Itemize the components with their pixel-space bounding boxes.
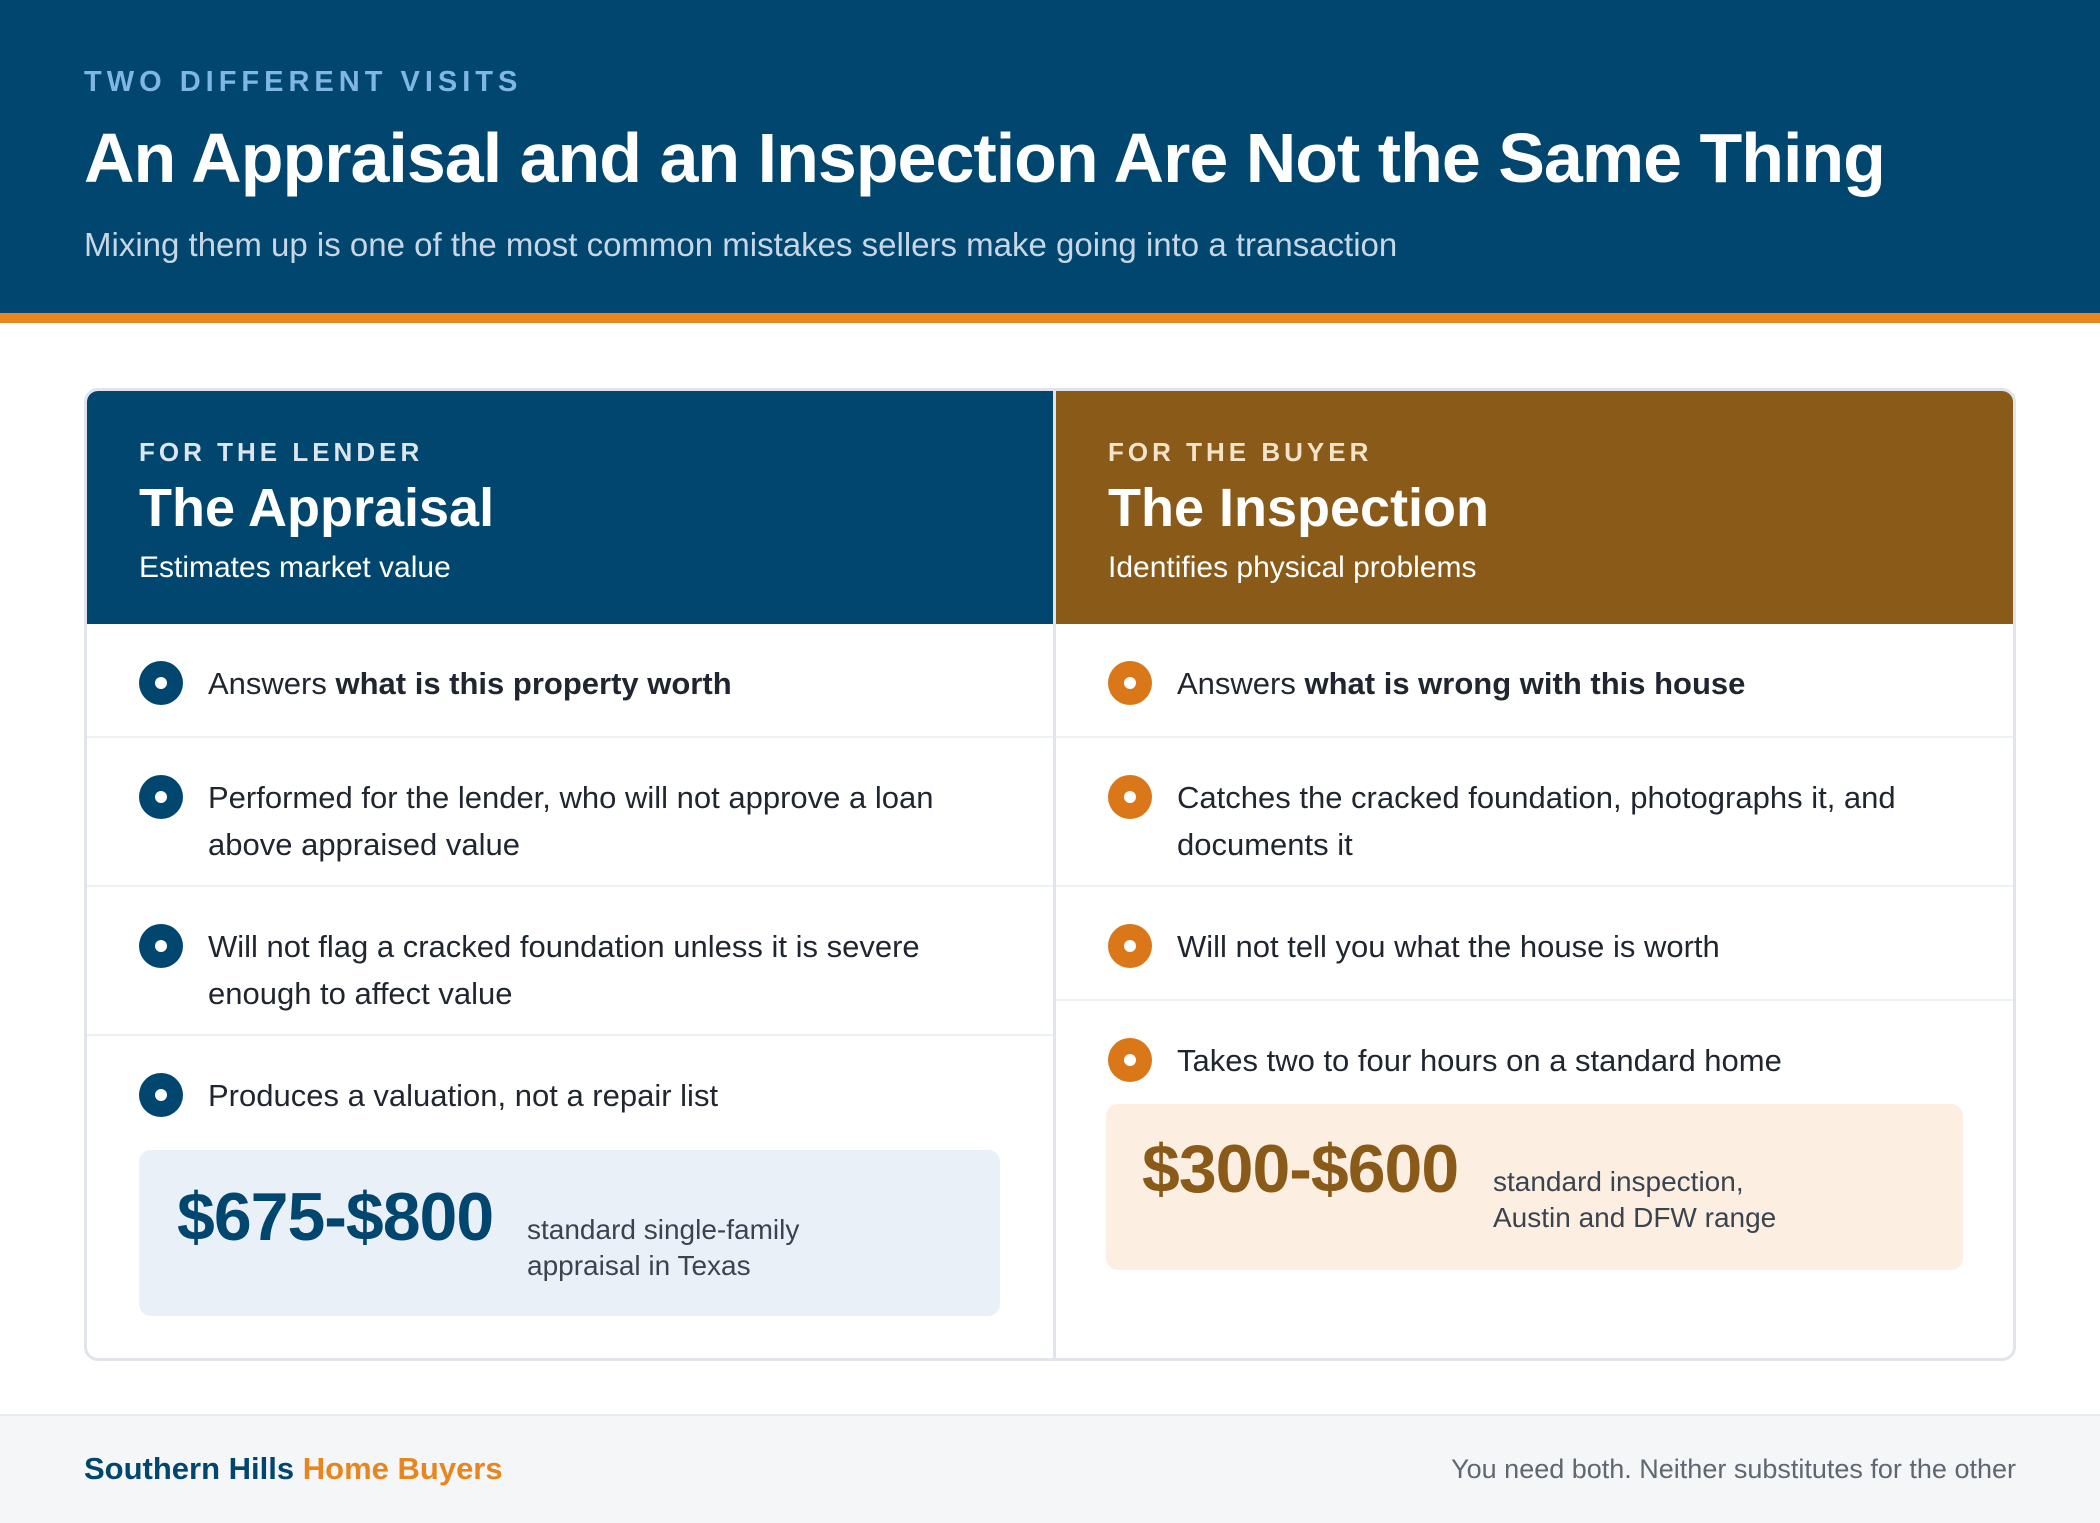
bullet-icon <box>1108 924 1152 968</box>
column-divider <box>1053 391 1056 1358</box>
inspection-eyebrow: FOR THE BUYER <box>1108 437 1373 467</box>
item-emphasis: what is wrong with this house <box>1304 666 1746 701</box>
footer-tagline: You need both. Neither substitutes for t… <box>1451 1454 2016 1484</box>
inspection-title: The Inspection <box>1108 478 1490 538</box>
appraisal-list: Answers what is this property worth Perf… <box>87 624 1053 1150</box>
bullet-icon <box>139 775 183 819</box>
inspection-price-label: standard inspection, Austin and DFW rang… <box>1493 1164 1873 1236</box>
list-item: Answers what is wrong with this house <box>1056 624 2013 738</box>
inspection-price: $300-$600 <box>1142 1131 1459 1207</box>
item-text: Produces a valuation, not a repair list <box>208 1078 719 1113</box>
bullet-icon <box>1108 661 1152 705</box>
appraisal-eyebrow: FOR THE LENDER <box>139 437 424 467</box>
brand-name-part: Home Buyers <box>302 1451 503 1486</box>
price-label-line: appraisal in Texas <box>527 1250 751 1281</box>
brand-logo-text: Southern Hills Home Buyers <box>84 1451 503 1487</box>
item-emphasis: what is this property worth <box>335 666 732 701</box>
page-subtitle: Mixing them up is one of the most common… <box>84 226 1398 263</box>
list-item: Catches the cracked foundation, photogra… <box>1056 738 2013 887</box>
inspection-header: FOR THE BUYER The Inspection Identifies … <box>1056 391 2013 624</box>
item-text: Takes two to four hours on a standard ho… <box>1177 1043 1782 1078</box>
inspection-list: Answers what is wrong with this house Ca… <box>1056 624 2013 1115</box>
list-item: Takes two to four hours on a standard ho… <box>1056 1001 2013 1115</box>
price-label-line: standard inspection, <box>1493 1166 1744 1197</box>
bullet-icon <box>139 1073 183 1117</box>
list-item: Answers what is this property worth <box>87 624 1053 738</box>
page-title: An Appraisal and an Inspection Are Not t… <box>84 119 1886 197</box>
inspection-column: FOR THE BUYER The Inspection Identifies … <box>1056 391 2013 1358</box>
footer: Southern Hills Home Buyers You need both… <box>0 1414 2100 1523</box>
bullet-icon <box>139 924 183 968</box>
bullet-icon <box>1108 1038 1152 1082</box>
header-banner: TWO DIFFERENT VISITS An Appraisal and an… <box>0 0 2100 313</box>
item-text: Answers <box>208 666 336 701</box>
appraisal-price: $675-$800 <box>177 1179 494 1255</box>
brand-name-part: Southern Hills <box>84 1451 295 1486</box>
inspection-subtitle: Identifies physical problems <box>1108 551 1477 584</box>
list-item: Performed for the lender, who will not a… <box>87 738 1053 887</box>
header-eyebrow: TWO DIFFERENT VISITS <box>84 66 523 98</box>
appraisal-header: FOR THE LENDER The Appraisal Estimates m… <box>87 391 1053 624</box>
appraisal-price-box: $675-$800 standard single-family apprais… <box>139 1150 1000 1316</box>
item-text: Will not flag a cracked foundation unles… <box>208 929 920 1011</box>
header-accent-rule <box>0 313 2100 323</box>
appraisal-price-label: standard single-family appraisal in Texa… <box>527 1212 907 1284</box>
item-text: Performed for the lender, who will not a… <box>208 780 934 862</box>
appraisal-title: The Appraisal <box>139 478 495 538</box>
inspection-price-box: $300-$600 standard inspection, Austin an… <box>1106 1104 1963 1270</box>
price-label-line: Austin and DFW range <box>1493 1202 1777 1233</box>
list-item: Produces a valuation, not a repair list <box>87 1036 1053 1150</box>
list-item: Will not flag a cracked foundation unles… <box>87 887 1053 1036</box>
item-text: Catches the cracked foundation, photogra… <box>1177 780 1896 862</box>
item-text: Answers <box>1177 666 1305 701</box>
comparison-card: FOR THE LENDER The Appraisal Estimates m… <box>84 388 2016 1361</box>
price-label-line: standard single-family <box>527 1214 800 1245</box>
appraisal-subtitle: Estimates market value <box>139 551 451 584</box>
bullet-icon <box>139 661 183 705</box>
list-item: Will not tell you what the house is wort… <box>1056 887 2013 1001</box>
bullet-icon <box>1108 775 1152 819</box>
item-text: Will not tell you what the house is wort… <box>1177 929 1720 964</box>
appraisal-column: FOR THE LENDER The Appraisal Estimates m… <box>87 391 1053 1358</box>
